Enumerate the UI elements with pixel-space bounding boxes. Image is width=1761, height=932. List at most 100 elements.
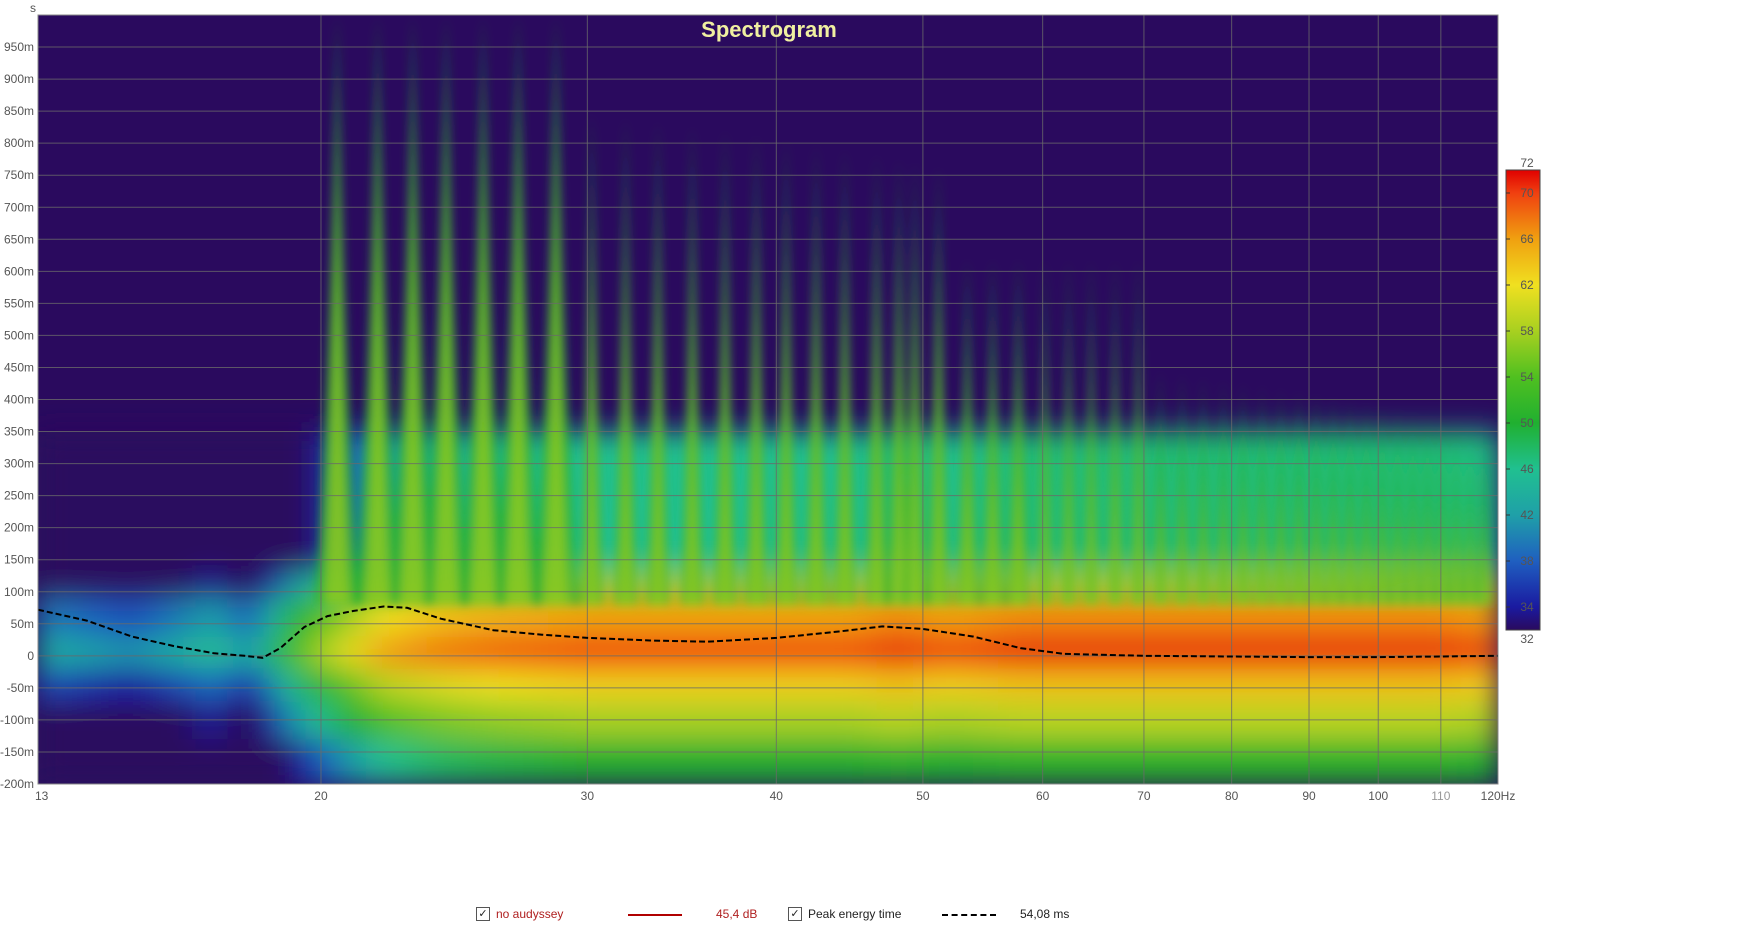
- resonance-peak-core: [1155, 429, 1166, 605]
- heatmap-cell: [1192, 636, 1207, 669]
- heatmap-cell: [499, 668, 514, 701]
- heatmap-cell: [195, 636, 210, 669]
- heatmap-cell: [499, 636, 514, 669]
- heatmap-cell: [1338, 598, 1353, 637]
- heatmap-cell: [840, 636, 855, 669]
- heatmap-cell: [207, 572, 222, 599]
- colorbar-tick-label: 54: [1520, 370, 1534, 384]
- heatmap-cell: [207, 739, 222, 784]
- heatmap-cell: [596, 739, 611, 784]
- heatmap-cell: [122, 668, 137, 701]
- heatmap-cell: [1436, 598, 1451, 637]
- heatmap-cell: [803, 598, 818, 637]
- legend-value-no-audyssey: 45,4 dB: [716, 907, 758, 921]
- heatmap-cell: [1180, 739, 1195, 784]
- heatmap-cell: [438, 668, 453, 701]
- peak-energy-checkbox[interactable]: ✓: [788, 907, 802, 921]
- heatmap-cell: [827, 739, 842, 784]
- heatmap-cell: [329, 636, 344, 669]
- heatmap-cell: [1010, 636, 1025, 669]
- heatmap-cell: [937, 598, 952, 637]
- heatmap-cell: [535, 668, 550, 701]
- resonance-peak-core: [808, 203, 824, 605]
- heatmap-cell: [438, 739, 453, 784]
- legend: ✓ no audyssey 45,4 dB ✓ Peak energy time…: [476, 904, 1290, 926]
- heatmap-cell: [1034, 739, 1049, 784]
- colorbar-tick-label: 50: [1520, 416, 1534, 430]
- heatmap-cell: [38, 598, 52, 637]
- heatmap-cell: [134, 739, 149, 784]
- heatmap-cell: [219, 636, 234, 669]
- heatmap-cell: [791, 636, 806, 669]
- heatmap-cell: [840, 739, 855, 784]
- heatmap-cell: [462, 668, 477, 701]
- heatmap-cell: [304, 739, 319, 784]
- heatmap-cell: [1132, 668, 1147, 701]
- heatmap-cell: [1472, 739, 1487, 784]
- y-tick-label: 500m: [4, 328, 34, 342]
- heatmap-cell: [49, 739, 64, 784]
- heatmap-cell: [1411, 598, 1426, 637]
- heatmap-cell: [122, 636, 137, 669]
- heatmap-cell: [742, 598, 757, 637]
- heatmap-cell: [1071, 739, 1086, 784]
- heatmap-cell: [219, 598, 234, 637]
- heatmap-cell: [49, 636, 64, 669]
- heatmap-cell: [584, 598, 599, 637]
- heatmap-cell: [998, 431, 1013, 573]
- heatmap-cell: [365, 668, 380, 701]
- heatmap-cell: [681, 668, 696, 701]
- heatmap-cell: [1351, 668, 1366, 701]
- heatmap-cell: [949, 668, 964, 701]
- heatmap-cell: [170, 739, 185, 784]
- heatmap-cell: [1253, 598, 1268, 637]
- heatmap-cell: [973, 636, 988, 669]
- heatmap-cell: [402, 739, 417, 784]
- heatmap-cell: [998, 636, 1013, 669]
- heatmap-cell: [1278, 668, 1293, 701]
- colorbar-tick-label: 70: [1520, 186, 1534, 200]
- no-audyssey-checkbox[interactable]: ✓: [476, 907, 490, 921]
- heatmap-cell: [1205, 739, 1220, 784]
- heatmap-cell: [718, 668, 733, 701]
- heatmap-cell: [754, 598, 769, 637]
- heatmap-cell: [304, 636, 319, 669]
- colorbar: [1505, 169, 1541, 631]
- colorbar-tick-label: 38: [1520, 554, 1534, 568]
- heatmap-cell: [1338, 636, 1353, 669]
- heatmap-cell: [219, 572, 234, 599]
- colorbar-tick-label: 62: [1520, 278, 1534, 292]
- heatmap-cell: [1460, 636, 1475, 669]
- heatmap-cell: [596, 598, 611, 637]
- heatmap-cell: [341, 598, 356, 637]
- heatmap-cell: [61, 431, 76, 573]
- heatmap-cell: [560, 739, 575, 784]
- heatmap-cell: [268, 739, 283, 784]
- heatmap-cell: [243, 668, 258, 701]
- heatmap-cell: [852, 636, 867, 669]
- heatmap-cell: [1326, 636, 1341, 669]
- heatmap-cell: [1265, 668, 1280, 701]
- heatmap-cell: [633, 598, 648, 637]
- heatmap-cell: [195, 598, 210, 637]
- heatmap-cell: [754, 636, 769, 669]
- heatmap-cell: [560, 668, 575, 701]
- heatmap-cell: [1046, 636, 1061, 669]
- heatmap-cell: [1095, 739, 1110, 784]
- y-tick-label: 400m: [4, 393, 34, 407]
- heatmap-cell: [389, 739, 404, 784]
- resonance-peak-core: [1275, 448, 1286, 605]
- heatmap-cell: [1399, 598, 1414, 637]
- heatmap-cell: [353, 668, 368, 701]
- heatmap-cell: [292, 636, 307, 669]
- heatmap-cell: [1411, 739, 1426, 784]
- heatmap-cell: [97, 668, 112, 701]
- y-tick-label: -100m: [0, 713, 34, 727]
- heatmap-cell: [1253, 739, 1268, 784]
- colorbar-tick-label: 32: [1520, 632, 1534, 646]
- heatmap-cell: [706, 636, 721, 669]
- heatmap-cell: [1460, 598, 1475, 637]
- heatmap-cell: [608, 668, 623, 701]
- y-tick-label: 800m: [4, 136, 34, 150]
- resonance-peak-core: [399, 75, 426, 605]
